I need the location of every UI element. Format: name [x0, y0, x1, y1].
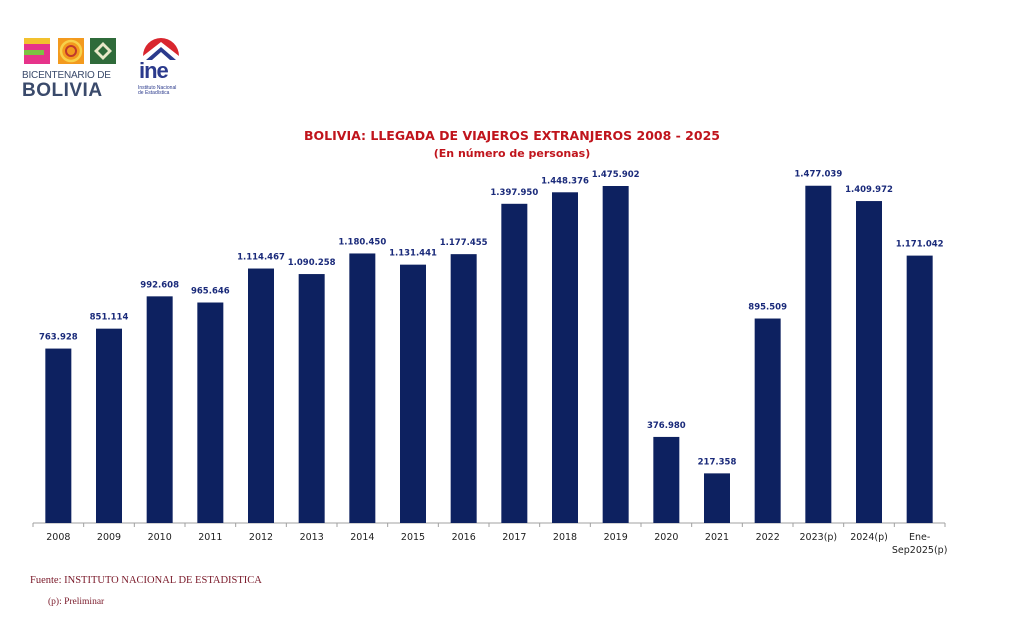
x-tick-label: 2009: [97, 532, 121, 543]
data-label: 1.090.258: [288, 258, 336, 268]
bar-2021: [704, 473, 730, 523]
bar-2013: [298, 274, 325, 523]
source-note: Fuente: INSTITUTO NACIONAL DE ESTADISTIC…: [30, 575, 262, 586]
chart-title: BOLIVIA: LLEGADA DE VIAJEROS EXTRANJEROS…: [304, 128, 720, 143]
x-tick-label: 2017: [502, 532, 526, 543]
data-label: 763.928: [39, 333, 78, 343]
x-tick-label: 2024(p): [850, 532, 888, 543]
data-label: 1.397.950: [490, 188, 538, 198]
data-label: 217.358: [698, 457, 737, 467]
x-tick-label: 2023(p): [800, 532, 838, 543]
x-tick-label: 2011: [198, 532, 222, 543]
data-label: 851.114: [90, 313, 129, 323]
bar-2008: [45, 348, 72, 523]
bicentenario-logo: BICENTENARIO DE BOLIVIA: [22, 34, 122, 101]
bar-2015: [400, 264, 426, 523]
ine-subtitle: Instituto Nacional de Estadística: [138, 86, 186, 96]
bar-enesep2025p: [906, 255, 933, 524]
data-label: 1.448.376: [541, 176, 589, 186]
bar-2023p: [805, 185, 832, 523]
bicentenario-line1: BICENTENARIO DE: [22, 70, 111, 81]
bar-2009: [96, 328, 122, 523]
bar-2010: [146, 296, 173, 523]
bicentenario-emblem-icon: [24, 38, 116, 64]
x-tick-label: 2021: [705, 532, 729, 543]
ine-subtitle-line2: de Estadística: [138, 90, 170, 96]
bar-2020: [653, 436, 680, 523]
x-tick-label: Sep2025(p): [892, 545, 948, 556]
data-label: 1.475.902: [592, 170, 640, 180]
bar-2019: [602, 186, 629, 523]
bar-2011: [197, 302, 224, 523]
x-tick-label: 2014: [350, 532, 374, 543]
bar-2017: [501, 203, 528, 523]
ine-logo: ine Instituto Nacional de Estadística: [136, 30, 186, 102]
x-tick-label: 2010: [148, 532, 172, 543]
ine-subtitle-line1: Instituto Nacional: [138, 85, 177, 91]
x-tick-label: 2016: [452, 532, 476, 543]
data-label: 1.131.441: [389, 249, 437, 259]
bicentenario-line2: BOLIVIA: [22, 80, 103, 101]
x-tick-label: 2012: [249, 532, 273, 543]
ine-wordmark: ine: [139, 58, 169, 83]
x-tick-label: 2019: [604, 532, 628, 543]
data-label: 376.980: [647, 421, 686, 431]
bar-2014: [349, 253, 376, 523]
x-tick-label: 2018: [553, 532, 577, 543]
bar-2022: [754, 318, 781, 523]
x-tick-label: 2008: [46, 532, 70, 543]
data-label: 992.608: [140, 280, 179, 290]
x-tick-label: 2022: [756, 532, 780, 543]
x-tick-label: Ene-: [909, 532, 930, 543]
data-label: 1.477.039: [794, 170, 842, 180]
x-tick-label: 2013: [300, 532, 324, 543]
data-label: 1.180.450: [338, 237, 386, 247]
chart-subtitle: (En número de personas): [433, 147, 591, 160]
data-label: 895.509: [748, 303, 787, 313]
x-tick-label: 2020: [654, 532, 678, 543]
data-label: 965.646: [191, 287, 230, 297]
data-label: 1.409.972: [845, 185, 893, 195]
data-label: 1.177.455: [440, 238, 488, 248]
bar-2016: [450, 254, 477, 523]
bar-2012: [248, 268, 274, 523]
ine-mountain-icon: [143, 38, 179, 60]
bar-2024p: [856, 201, 882, 523]
data-label: 1.114.467: [237, 253, 285, 263]
preliminary-note: (p): Preliminar: [48, 597, 105, 607]
bar-2018: [552, 192, 578, 523]
data-label: 1.171.042: [896, 240, 944, 250]
x-tick-label: 2015: [401, 532, 425, 543]
